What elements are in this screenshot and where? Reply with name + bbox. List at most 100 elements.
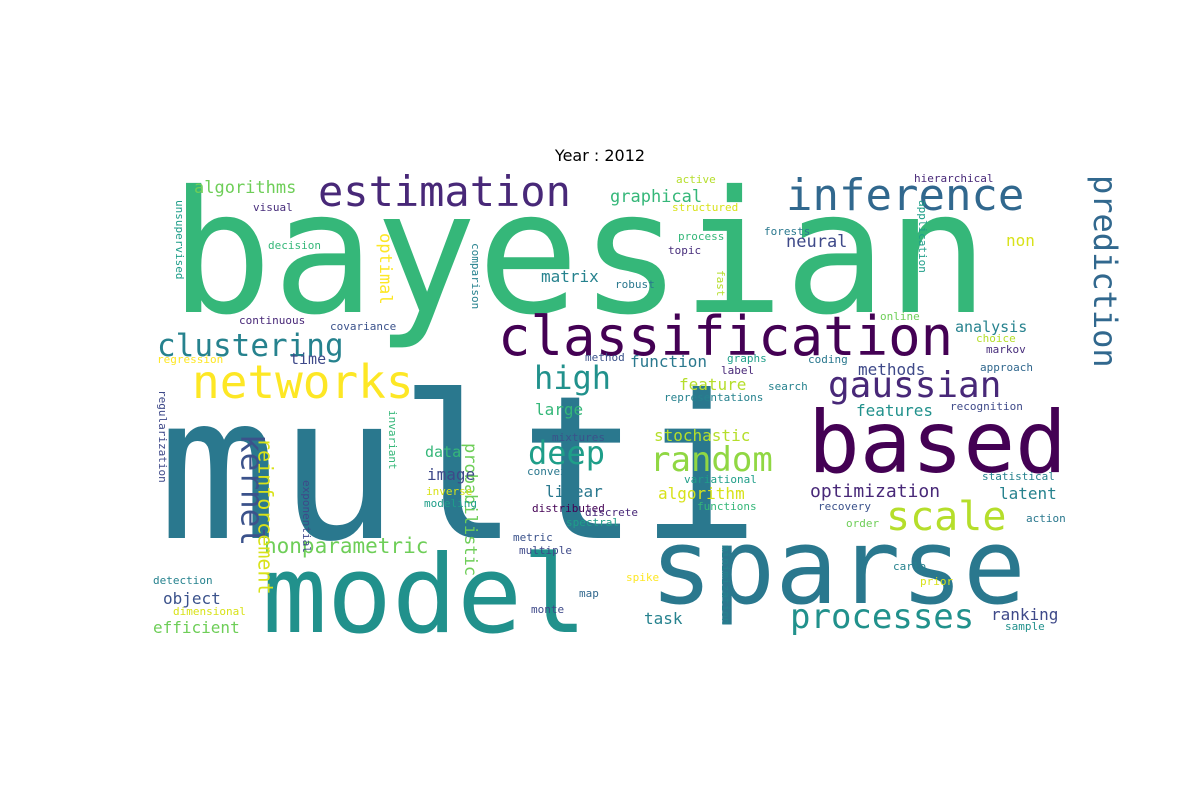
word-classification: classification: [498, 305, 953, 368]
word-prediction: prediction: [1086, 175, 1124, 368]
word-fast: fast: [714, 270, 727, 297]
word-inverse: inverse: [426, 485, 472, 498]
word-task: task: [644, 609, 683, 628]
word-deep: deep: [528, 434, 605, 472]
word-recognition: recognition: [950, 400, 1023, 413]
word-hierarchical: hierarchical: [914, 172, 993, 185]
word-functions: functions: [697, 500, 757, 513]
word-spectral: spectral: [566, 516, 619, 529]
word-estimation: estimation: [318, 167, 571, 216]
word-application: application: [916, 200, 929, 273]
word-regression: regression: [157, 353, 223, 366]
word-algorithm: algorithm: [658, 484, 745, 503]
word-statistical: statistical: [982, 470, 1055, 483]
word-metric: metric: [513, 531, 553, 544]
word-covariance: covariance: [330, 320, 396, 333]
word-analysis: analysis: [955, 318, 1027, 336]
word-probabilistic: probabilistic: [460, 443, 480, 576]
word-random: random: [650, 440, 773, 480]
word-active: active: [676, 173, 716, 186]
word-visual: visual: [253, 201, 293, 214]
word-reinforcement: reinforcement: [253, 438, 277, 595]
word-carlo: carlo: [893, 560, 926, 573]
word-map: map: [579, 587, 599, 600]
word-object: object: [163, 589, 221, 608]
word-representations: representations: [664, 391, 763, 404]
word-invariant: invariant: [386, 410, 399, 470]
word-robust: robust: [615, 278, 655, 291]
word-multi: multi: [158, 353, 760, 586]
word-unsupervised: unsupervised: [173, 200, 186, 279]
word-sample: sample: [1005, 620, 1045, 633]
word-efficient: efficient: [153, 618, 240, 637]
word-latent: latent: [999, 484, 1057, 503]
word-order: order: [846, 517, 879, 530]
word-convex: convex: [527, 465, 567, 478]
word-decision: decision: [268, 239, 321, 252]
word-mixtures: mixtures: [552, 431, 605, 444]
word-topic: topic: [668, 244, 701, 257]
word-variational: variational: [684, 473, 757, 486]
word-scale: scale: [886, 494, 1006, 540]
word-coding: coding: [808, 353, 848, 366]
word-multiple: multiple: [519, 544, 572, 557]
word-time: time: [290, 350, 326, 368]
word-discrete: discrete: [585, 506, 638, 519]
word-networks: networks: [192, 355, 414, 409]
word-algorithms: algorithms: [194, 178, 296, 198]
word-non: non: [1006, 231, 1035, 250]
word-model: model: [262, 533, 587, 658]
word-high: high: [534, 359, 611, 397]
word-monte: monte: [531, 603, 564, 616]
word-methods: methods: [858, 360, 925, 379]
word-action: action: [1026, 512, 1066, 525]
word-stochastic: stochastic: [654, 426, 750, 445]
word-matrix: matrix: [541, 267, 599, 286]
word-structured: structured: [672, 201, 738, 214]
word-search: search: [768, 380, 808, 393]
word-linear: linear: [545, 482, 603, 501]
word-kernel: kernel: [233, 434, 269, 546]
word-choice: choice: [976, 332, 1016, 345]
word-approach: approach: [980, 361, 1033, 374]
word-features: features: [856, 401, 933, 420]
word-data: data: [425, 443, 461, 461]
word-forests: forests: [764, 225, 810, 238]
word-bayesian: bayesian: [170, 155, 989, 353]
word-process: process: [678, 230, 724, 243]
word-regularization: regularization: [156, 390, 169, 483]
word-markov: markov: [986, 343, 1026, 356]
word-neural: neural: [786, 232, 847, 252]
word-exponential: exponential: [300, 480, 313, 553]
word-comparison: comparison: [469, 243, 482, 309]
word-optimization: optimization: [810, 481, 940, 502]
word-image: image: [427, 465, 475, 484]
word-feature: feature: [679, 375, 746, 394]
word-large: large: [535, 400, 583, 419]
word-sparse: sparse: [650, 506, 1026, 628]
word-graphs: graphs: [727, 352, 767, 365]
word-detection: detection: [153, 574, 213, 587]
chart-title: Year : 2012: [554, 146, 646, 165]
word-recovery: recovery: [818, 500, 871, 513]
word-clustering: clustering: [157, 328, 344, 364]
word-continuous: continuous: [239, 314, 305, 327]
word-gaussian: gaussian: [828, 365, 1001, 406]
word-minimization: minimization: [719, 545, 732, 624]
word-label: label: [721, 364, 754, 377]
word-spike: spike: [626, 571, 659, 584]
word-graphical: graphical: [610, 187, 702, 207]
word-prior: prior: [920, 575, 953, 588]
word-based: based: [808, 393, 1067, 493]
word-nonparametric: nonparametric: [264, 534, 428, 558]
word-dimensional: dimensional: [173, 605, 246, 618]
word-function: function: [630, 352, 707, 371]
word-ranking: ranking: [991, 605, 1058, 624]
word-inference: inference: [786, 170, 1024, 221]
word-processes: processes: [790, 597, 974, 637]
word-optimal: optimal: [375, 233, 395, 305]
word-modeling: modeling: [424, 497, 477, 510]
word-distributed: distributed: [532, 502, 605, 515]
word-online: online: [880, 310, 920, 323]
